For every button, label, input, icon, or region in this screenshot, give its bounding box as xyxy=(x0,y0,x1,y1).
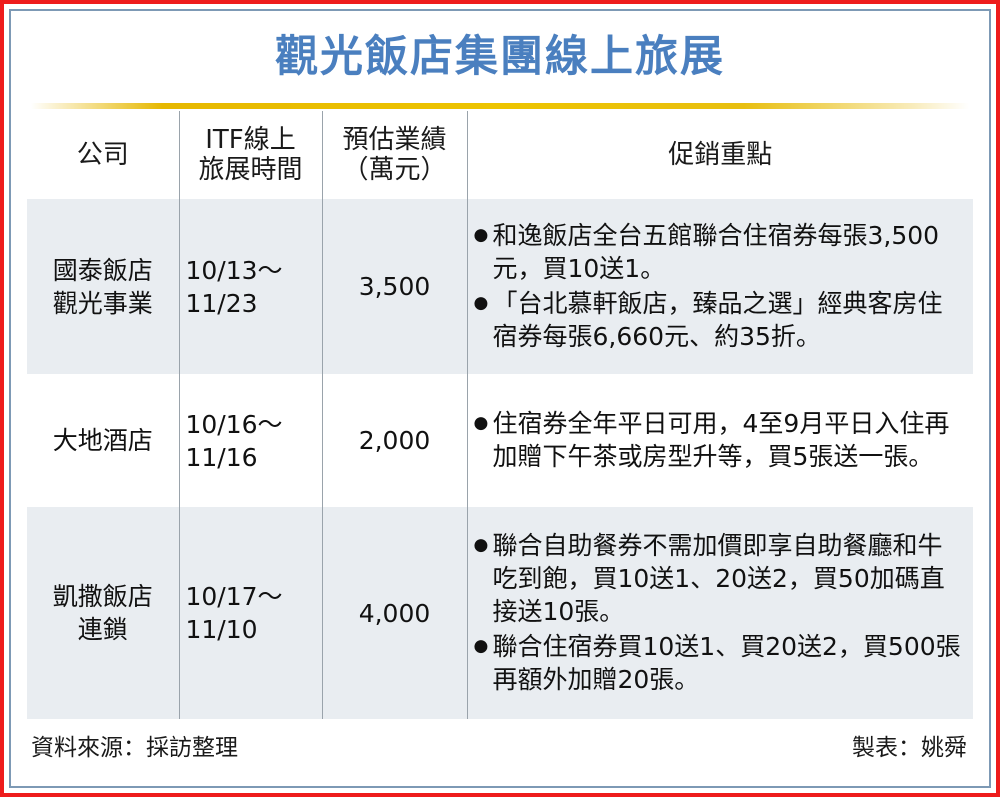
column-header-revenue: 預估業績 （萬元） xyxy=(321,111,467,199)
promotion-item: 和逸飯店全台五館聯合住宿券每張3,500元，買10送1。 xyxy=(474,219,968,286)
company-name-line2: 連鎖 xyxy=(77,615,128,644)
period-line2: 11/16 xyxy=(185,442,258,472)
cell-period: 10/13～ 11/23 xyxy=(178,199,322,374)
cell-promotion: 聯合自助餐券不需加價即享自助餐廳和牛吃到飽，買10送1、20送2，買50加碼直接… xyxy=(466,507,973,719)
company-name-line1: 凱撒飯店 xyxy=(52,582,153,611)
cell-company: 凱撒飯店 連鎖 xyxy=(27,507,179,719)
page-title: 觀光飯店集團線上旅展 xyxy=(275,31,725,82)
content-area: 觀光飯店集團線上旅展 公司 ITF線上 xyxy=(11,11,989,786)
column-header-period-line2: 旅展時間 xyxy=(198,155,303,185)
promotion-list: 聯合自助餐券不需加價即享自助餐廳和牛吃到飽，買10送1、20送2，買50加碼直接… xyxy=(474,529,968,696)
period-line1: 10/16～ xyxy=(185,409,283,439)
period-line1: 10/17～ xyxy=(185,582,283,611)
table-row: 大地酒店 10/16～ 11/16 2,000 住宿券全年平日可用，4至9月平日… xyxy=(27,374,973,507)
cell-period: 10/17～ 11/10 xyxy=(178,507,322,719)
period-line2: 11/23 xyxy=(185,288,258,318)
table-header: 公司 ITF線上 旅展時間 預估業績 （萬元） 促銷重點 xyxy=(27,111,973,199)
cell-promotion: 住宿券全年平日可用，4至9月平日入住再加贈下午茶或房型升等，買5張送一張。 xyxy=(466,374,973,507)
cell-period: 10/16～ 11/16 xyxy=(178,374,322,507)
promotion-item: 聯合住宿券買10送1、買20送2，買500張再額外加贈20張。 xyxy=(474,630,968,697)
hotel-travel-fair-table: 公司 ITF線上 旅展時間 預估業績 （萬元） 促銷重點 xyxy=(27,111,973,719)
company-name-line1: 國泰飯店 xyxy=(52,255,153,285)
period-line1: 10/13～ xyxy=(185,255,283,285)
cell-promotion: 和逸飯店全台五館聯合住宿券每張3,500元，買10送1。 「台北慕軒飯店，臻品之… xyxy=(466,199,973,374)
column-header-period-line1: ITF線上 xyxy=(205,124,296,155)
table-header-row: 公司 ITF線上 旅展時間 預估業績 （萬元） 促銷重點 xyxy=(27,111,973,199)
table-row: 國泰飯店 觀光事業 10/13～ 11/23 3,500 和逸飯店全台五館聯合住… xyxy=(27,199,973,374)
footer: 資料來源：採訪整理 製表：姚舜 xyxy=(27,719,973,762)
column-header-promotion-label: 促銷重點 xyxy=(668,139,773,170)
promotion-item: 「台北慕軒飯店，臻品之選」經典客房住宿券每張6,660元、約35折。 xyxy=(474,287,968,354)
chart-credit-label: 製表：姚舜 xyxy=(852,735,967,761)
cell-company: 大地酒店 xyxy=(27,374,179,507)
inner-frame-border: 觀光飯店集團線上旅展 公司 ITF線上 xyxy=(9,9,991,788)
promotion-item: 聯合自助餐券不需加價即享自助餐廳和牛吃到飽，買10送1、20送2，買50加碼直接… xyxy=(474,529,968,629)
column-header-revenue-line1: 預估業績 xyxy=(342,124,447,155)
cell-revenue: 3,500 xyxy=(321,199,467,374)
data-source-label: 資料來源：採訪整理 xyxy=(31,735,238,761)
company-name-line2: 觀光事業 xyxy=(52,288,153,318)
company-name-line1: 大地酒店 xyxy=(52,426,153,455)
title-block: 觀光飯店集團線上旅展 xyxy=(27,11,973,103)
column-header-company-label: 公司 xyxy=(76,139,129,170)
column-header-company: 公司 xyxy=(27,111,179,199)
gold-divider xyxy=(31,103,969,109)
promotion-item: 住宿券全年平日可用，4至9月平日入住再加贈下午茶或房型升等，買5張送一張。 xyxy=(474,407,968,474)
period-line2: 11/10 xyxy=(185,615,258,644)
table-body: 國泰飯店 觀光事業 10/13～ 11/23 3,500 和逸飯店全台五館聯合住… xyxy=(27,199,973,719)
cell-company: 國泰飯店 觀光事業 xyxy=(27,199,179,374)
column-header-promotion: 促銷重點 xyxy=(466,111,973,199)
column-header-revenue-line2: （萬元） xyxy=(342,155,447,185)
cell-revenue: 2,000 xyxy=(321,374,467,507)
promotion-list: 和逸飯店全台五館聯合住宿券每張3,500元，買10送1。 「台北慕軒飯店，臻品之… xyxy=(474,219,968,353)
table-row: 凱撒飯店 連鎖 10/17～ 11/10 4,000 聯合自助餐券不需加價即享自… xyxy=(27,507,973,719)
cell-revenue: 4,000 xyxy=(321,507,467,719)
column-header-period: ITF線上 旅展時間 xyxy=(178,111,322,199)
promotion-list: 住宿券全年平日可用，4至9月平日入住再加贈下午茶或房型升等，買5張送一張。 xyxy=(474,407,968,474)
